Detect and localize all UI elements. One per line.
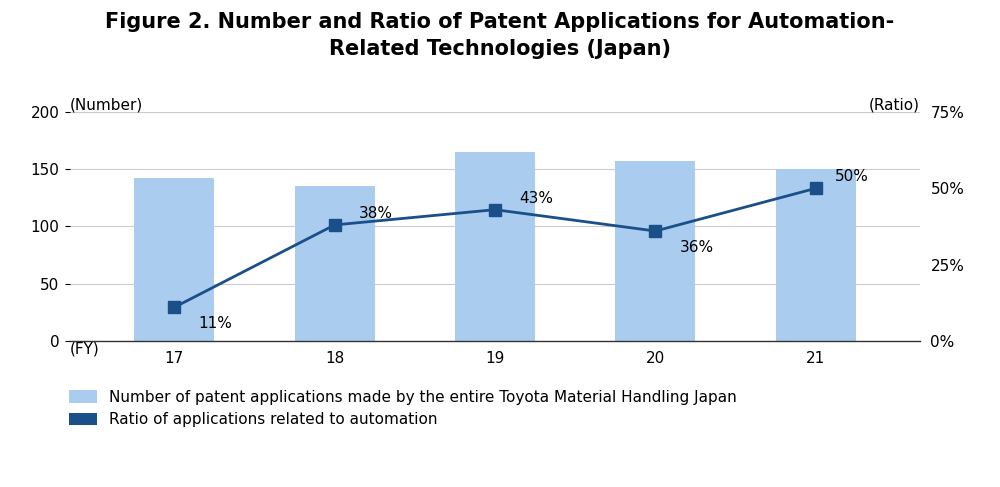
Text: (Number): (Number) xyxy=(70,97,143,112)
Text: (Ratio): (Ratio) xyxy=(869,97,920,112)
Bar xyxy=(134,178,214,341)
Legend: Number of patent applications made by the entire Toyota Material Handling Japan,: Number of patent applications made by th… xyxy=(69,390,737,428)
Text: 43%: 43% xyxy=(519,191,553,206)
Bar xyxy=(455,152,535,341)
Bar xyxy=(776,169,856,341)
Text: 11%: 11% xyxy=(198,316,232,331)
Text: 50%: 50% xyxy=(835,169,869,185)
Text: Figure 2. Number and Ratio of Patent Applications for Automation-
Related Techno: Figure 2. Number and Ratio of Patent App… xyxy=(105,12,895,58)
Text: 38%: 38% xyxy=(359,206,393,221)
Bar xyxy=(615,161,695,341)
Text: (FY): (FY) xyxy=(70,341,100,356)
Bar xyxy=(295,187,375,341)
Text: 36%: 36% xyxy=(679,240,714,255)
